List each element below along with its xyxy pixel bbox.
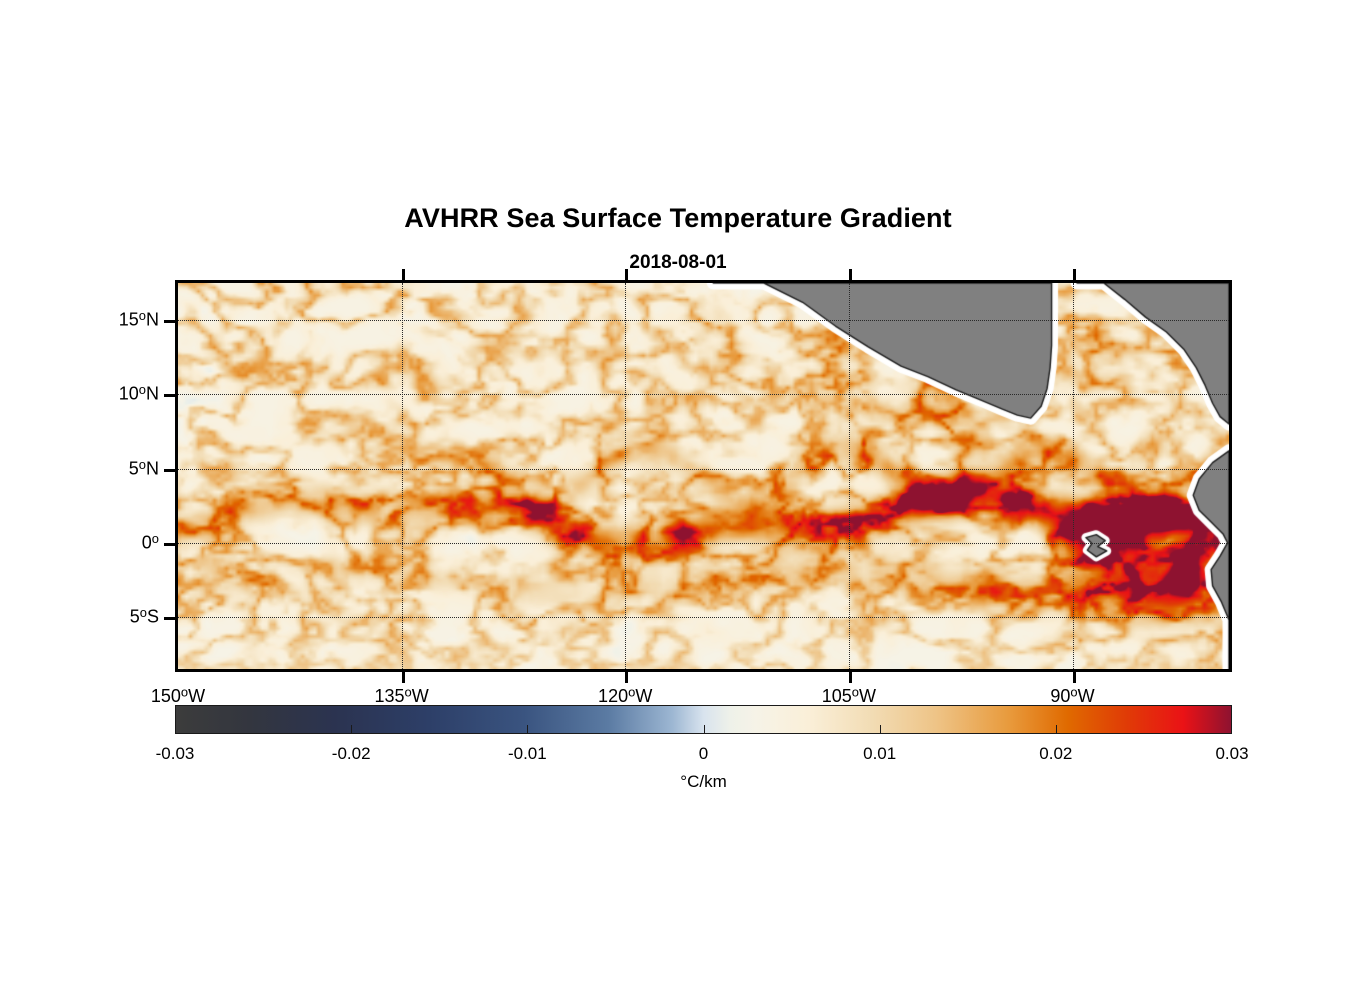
y-tick-label: 5oS [129,605,159,627]
tick-mark-lon [625,672,629,683]
sst-gradient-raster [178,283,1229,669]
colorbar-tick [1055,725,1057,734]
y-tick-label: 5oN [128,456,159,479]
x-tick-label: 90oW [1050,684,1095,706]
colorbar-tick [351,725,353,734]
colorbar-tick-label: 0.02 [1039,744,1073,763]
colorbar-tick-label: -0.02 [331,744,371,763]
y-tick-label: 0o [141,530,159,553]
colorbar-unit-label: °C/km [680,772,727,791]
x-tick-label: 135oW [374,684,429,706]
colorbar-tick-label: -0.03 [155,744,195,763]
tick-mark-lon-top [848,269,852,280]
x-tick-label: 120oW [598,684,653,706]
colorbar-tick-label: 0 [698,744,709,763]
colorbar-tick [703,725,705,734]
tick-mark-lat [164,617,175,621]
map-axes: 15oN 10oN 5oN 0o 5oS 150oW 135oW 120oW 105oW 90o… [119,269,1232,706]
tick-mark-lon [1072,672,1076,683]
x-tick-label: 150oW [150,684,206,706]
tick-mark-lat [164,542,175,546]
tick-mark-lat [164,468,175,472]
colorbar-tick [879,725,881,734]
colorbar-tick-label: 0.03 [1215,744,1249,763]
tick-mark-lon-top [1072,269,1076,280]
y-tick-label: 15oN [118,308,159,330]
tick-mark-lon-top [625,269,629,280]
tick-mark-lon [848,672,852,683]
tick-mark-lon-top [401,269,405,280]
sst-gradient-image [178,283,1229,669]
colorbar-tick-label: 0.01 [863,744,897,763]
tick-mark-lon [401,672,405,683]
figure-subtitle: 2018-08-01 [629,252,727,273]
y-tick-label: 10oN [118,382,159,404]
colorbar-tick-label: -0.01 [507,744,547,763]
colorbar-tick [527,725,529,734]
sst-gradient-heatmap [178,283,1229,669]
x-tick-label: 105oW [821,684,876,706]
colorbar: -0.03 -0.02 -0.01 0 0.01 0.02 0.03 °C/km [156,705,1249,791]
figure-title: AVHRR Sea Surface Temperature Gradient [404,203,952,233]
tick-mark-lat [164,320,175,324]
tick-mark-lat [164,394,175,398]
